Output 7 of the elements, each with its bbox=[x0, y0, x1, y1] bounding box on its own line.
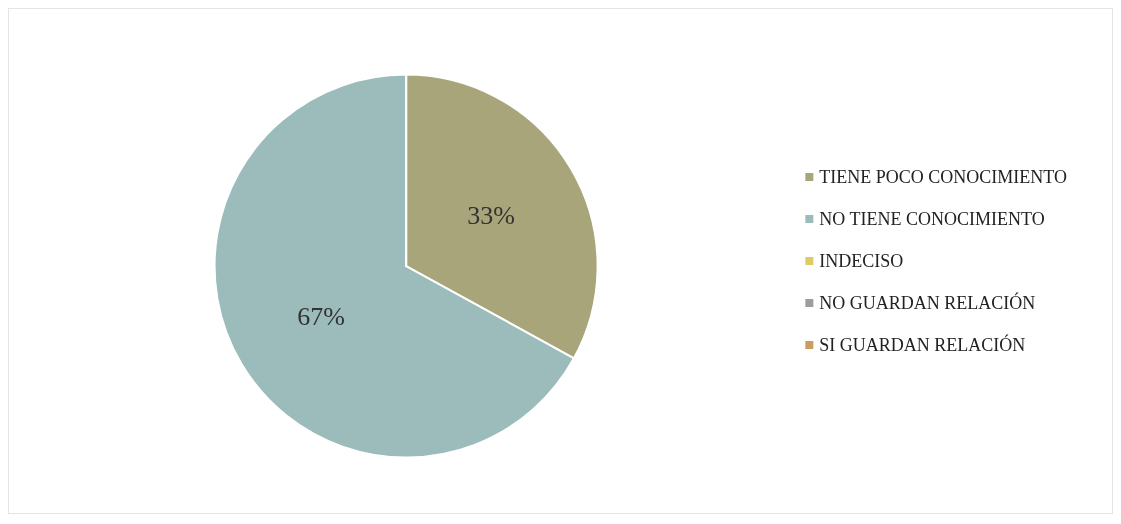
legend-label: NO TIENE CONOCIMIENTO bbox=[819, 209, 1045, 229]
data-label: 33% bbox=[467, 201, 515, 231]
legend-label: TIENE POCO CONOCIMIENTO bbox=[819, 167, 1068, 187]
legend-label: INDECISO bbox=[819, 251, 904, 271]
legend-label: SI GUARDAN RELACIÓN bbox=[819, 334, 1026, 355]
data-label: 67% bbox=[297, 301, 345, 331]
legend-label: NO GUARDAN RELACIÓN bbox=[819, 292, 1036, 313]
